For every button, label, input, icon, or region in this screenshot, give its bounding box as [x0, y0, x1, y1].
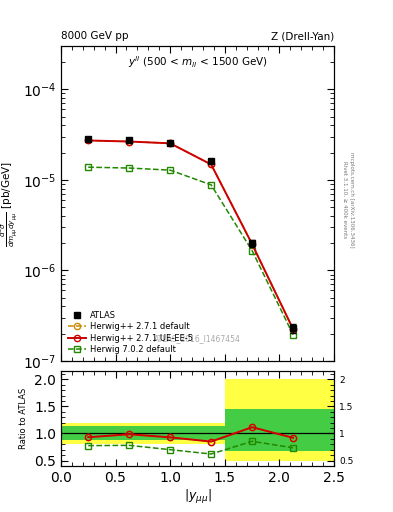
Text: Rivet 3.1.10, ≥ 400k events: Rivet 3.1.10, ≥ 400k events	[342, 161, 347, 238]
Y-axis label: $\frac{d^2\sigma}{dm_{\mu\mu} dy_{\mu\mu}}$ [pb/GeV]: $\frac{d^2\sigma}{dm_{\mu\mu} dy_{\mu\mu…	[0, 160, 20, 247]
X-axis label: $|y_{\mu\mu}|$: $|y_{\mu\mu}|$	[184, 487, 211, 505]
Text: $y^{ll}$ (500 < $m_{ll}$ < 1500 GeV): $y^{ll}$ (500 < $m_{ll}$ < 1500 GeV)	[128, 54, 267, 70]
Text: 8000 GeV pp: 8000 GeV pp	[61, 31, 129, 41]
Y-axis label: Ratio to ATLAS: Ratio to ATLAS	[20, 388, 29, 449]
Legend: ATLAS, Herwig++ 2.7.1 default, Herwig++ 2.7.1 UE-EE-5, Herwig 7.0.2 default: ATLAS, Herwig++ 2.7.1 default, Herwig++ …	[65, 308, 196, 357]
Text: Z (Drell-Yan): Z (Drell-Yan)	[271, 31, 334, 41]
Text: mcplots.cern.ch [arXiv:1306.3436]: mcplots.cern.ch [arXiv:1306.3436]	[349, 152, 354, 247]
Text: ATLAS_2016_I1467454: ATLAS_2016_I1467454	[154, 334, 241, 344]
